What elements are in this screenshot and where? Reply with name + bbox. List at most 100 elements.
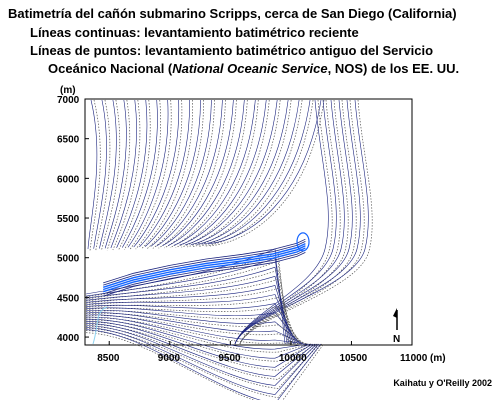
contour-solid: [85, 325, 317, 386]
contour-solid: [162, 99, 234, 247]
y-tick-label: 5500: [57, 214, 80, 225]
contour-solid: [144, 99, 201, 247]
contour-dotted: [209, 99, 325, 247]
canyon-contour: [103, 252, 306, 297]
x-tick-label: 11000 (m): [400, 353, 446, 364]
x-tick-label: 10000: [279, 353, 307, 364]
contour-solid: [85, 329, 321, 400]
y-tick-label: 6500: [57, 135, 80, 146]
chart-title: Batimetría del cañón submarino Scripps, …: [8, 6, 457, 21]
legend-suffix: , NOS) de los EE. UU.: [327, 61, 460, 76]
contour-solid: [116, 99, 148, 248]
y-axis: 4000 4500 5000 5500 6000 6500 7000: [57, 95, 89, 344]
contour-solid: [85, 303, 298, 345]
canyon-contour: [103, 238, 306, 284]
contour-solid: [139, 99, 190, 248]
contour-solid: [234, 99, 345, 345]
contour-dotted: [89, 99, 101, 252]
contour-dotted: [106, 99, 131, 251]
contour-dotted: [85, 332, 324, 400]
legend-dotted-lines-cont: Oceánico Nacional (National Oceanic Serv…: [48, 61, 459, 76]
contour-solid: [185, 99, 278, 246]
contour-dotted: [112, 99, 141, 251]
contour-solid: [104, 99, 127, 249]
x-axis: 8500 9000 9500 10000 10500 11000 (m): [97, 341, 446, 364]
contour-dotted: [198, 99, 303, 247]
contour-solid: [167, 99, 245, 246]
north-arrow-head: [393, 308, 397, 318]
contour-solid: [85, 323, 315, 377]
contour-solid: [85, 309, 302, 345]
legend-dotted-lines: Líneas de puntos: levantamiento batimétr…: [30, 43, 434, 58]
contour-dotted: [85, 306, 301, 345]
contour-solid: [110, 99, 137, 249]
contour-solid: [202, 99, 311, 245]
contour-dotted: [164, 99, 237, 249]
contour-solid: [207, 99, 322, 245]
contour-dotted: [239, 99, 341, 345]
contour-dotted: [85, 315, 308, 345]
contour-dotted: [85, 278, 295, 345]
canyon-head: [296, 232, 310, 252]
y-tick-label: 7000: [57, 95, 80, 106]
contour-solid: [85, 316, 309, 350]
contour-solid: [234, 99, 361, 345]
contour-solid: [85, 307, 300, 345]
contour-dotted: [118, 99, 151, 250]
source-credit: Kaihatu y O'Reilly 2002: [393, 378, 492, 388]
contour-solid: [196, 99, 300, 245]
y-tick-label: 6000: [57, 174, 80, 185]
plot-frame: [84, 98, 413, 346]
x-tick-label: 8500: [97, 353, 120, 364]
contour-dotted: [158, 99, 226, 249]
contour-dotted: [175, 99, 259, 248]
contour-dotted: [85, 251, 289, 345]
canyon-thalweg: [102, 232, 310, 297]
y-tick-label: 4500: [57, 293, 80, 304]
contour-lines: [85, 99, 373, 400]
contour-dotted: [85, 269, 293, 345]
y-tick-label: 5000: [57, 254, 80, 265]
contour-solid: [85, 266, 290, 345]
contour-solid: [93, 99, 107, 249]
contour-solid: [234, 99, 353, 345]
contour-dotted: [152, 99, 215, 249]
canyon-contour: [102, 242, 306, 288]
legend-prefix: Oceánico Nacional (: [48, 61, 173, 76]
contour-solid: [190, 99, 289, 246]
canyon-contour: [102, 247, 306, 293]
north-arrow: N: [393, 308, 400, 345]
contour-solid: [150, 99, 212, 247]
contour-solid: [99, 99, 117, 249]
contour-dotted: [85, 310, 303, 345]
y-axis-unit: (m): [60, 85, 76, 96]
north-arrow-label: N: [393, 334, 400, 345]
shoreline: [92, 306, 108, 345]
canyon-contour: [103, 241, 306, 286]
contour-dotted: [239, 99, 349, 345]
x-tick-label: 9500: [218, 353, 241, 364]
contour-dotted: [85, 297, 299, 345]
contour-solid: [234, 99, 369, 345]
contour-solid: [85, 285, 294, 345]
x-tick-label: 9000: [158, 353, 181, 364]
contour-solid: [85, 320, 313, 368]
contour-dotted: [85, 312, 306, 345]
contour-dotted: [101, 99, 121, 251]
contour-dotted: [129, 99, 172, 250]
contour-solid: [179, 99, 267, 246]
contour-dotted: [85, 260, 291, 345]
contour-dotted: [85, 330, 322, 398]
contour-solid: [122, 99, 158, 248]
contour-solid: [127, 99, 169, 248]
contour-solid: [85, 294, 296, 345]
y-tick-label: 4000: [57, 333, 80, 344]
contour-dotted: [85, 319, 312, 353]
contour-dotted: [204, 99, 314, 247]
contour-solid: [234, 99, 337, 345]
x-tick-label: 10500: [339, 353, 367, 364]
contour-dotted: [181, 99, 270, 248]
contour-solid: [85, 318, 311, 359]
contour-dotted: [192, 99, 292, 248]
